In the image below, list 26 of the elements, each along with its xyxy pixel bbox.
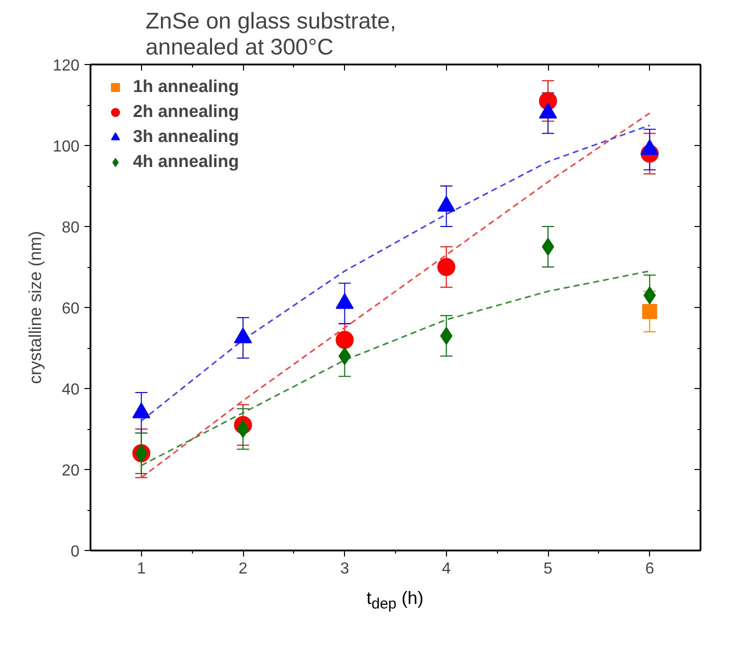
point <box>542 238 554 256</box>
line-series <box>140 270 650 466</box>
y-tick-label: 80 <box>62 220 80 236</box>
point <box>642 304 658 320</box>
x-tick-label: 6 <box>645 560 654 578</box>
y-tick-label: 120 <box>52 58 80 74</box>
x-tick-label: 5 <box>544 560 553 578</box>
x-tick-label: 1 <box>136 560 146 578</box>
y-tick-label: 60 <box>62 300 80 318</box>
legend-label: 3h annealing <box>133 126 239 147</box>
y-tick-label: 40 <box>62 382 80 398</box>
point <box>236 420 250 438</box>
x-tick-label: 3 <box>340 560 350 578</box>
x-tick-label: 4 <box>442 560 451 578</box>
y-axis-title: crystalline size (nm) <box>24 230 45 384</box>
x-tick-label: 2 <box>238 560 248 578</box>
legend-label: 4h annealing <box>133 151 239 172</box>
point <box>437 258 456 276</box>
y-tick-label: 20 <box>62 462 80 480</box>
x-axis-title: t$_{dep}$ (h) <box>365 587 425 615</box>
chart-title: ZnSe on glass substrate, annealed at 300°C <box>146 8 396 60</box>
point <box>336 330 354 349</box>
legend-label: 2h annealing <box>133 101 239 122</box>
legend-label: 1h annealing <box>133 76 239 97</box>
y-tick-label: 0 <box>70 544 80 560</box>
y-tick-label: 100 <box>52 138 80 156</box>
